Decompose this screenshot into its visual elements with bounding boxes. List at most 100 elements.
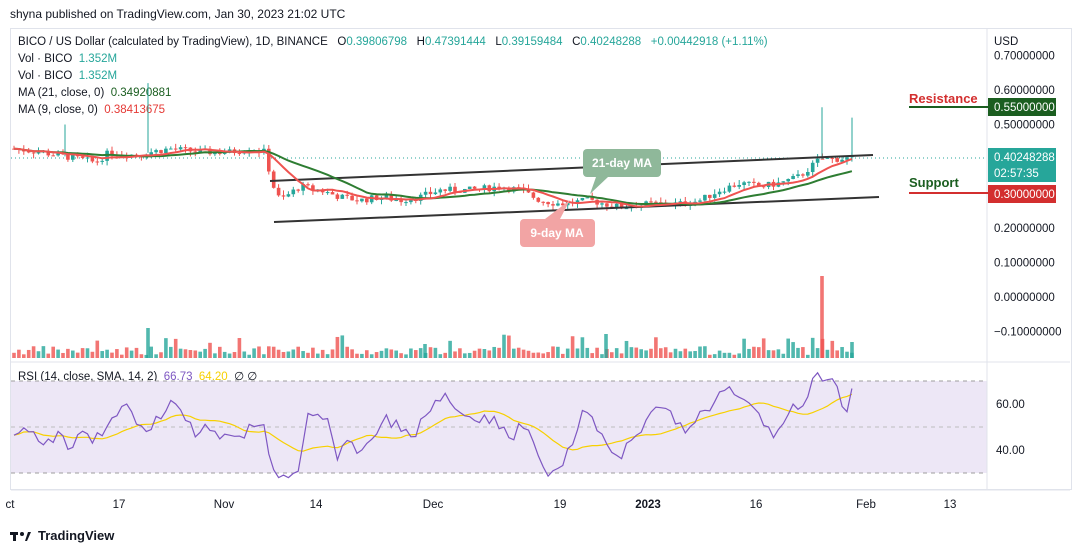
volume-bar: [698, 346, 702, 358]
volume-bar: [815, 348, 820, 358]
rsi-legend: RSI (14, close, SMA, 14, 2) 66.73 64.20 …: [18, 369, 257, 383]
volume-bar: [766, 350, 771, 358]
volume-bar: [516, 347, 521, 358]
candle-body: [624, 208, 629, 210]
volume-bar: [213, 353, 217, 358]
publisher-line: shyna published on TradingView.com, Jan …: [10, 7, 346, 21]
volume-bar: [100, 351, 104, 358]
volume-bar: [570, 336, 575, 358]
candle-body: [649, 201, 653, 203]
volume-bar: [22, 354, 26, 358]
volume-bar: [453, 351, 457, 358]
candle-body: [727, 185, 732, 192]
volume-bar: [521, 349, 526, 358]
volume-bar: [232, 352, 237, 358]
candle-body: [438, 189, 443, 193]
candle-body: [708, 194, 712, 198]
candle-body: [801, 174, 805, 176]
volume-bar: [443, 352, 447, 358]
volume-bar: [267, 346, 271, 358]
candle-body: [423, 191, 428, 195]
candle-body: [183, 147, 188, 149]
candle-body: [71, 154, 75, 160]
volume-bar: [399, 353, 403, 358]
ma9-callout-text: 9-day MA: [530, 226, 584, 240]
volume-bar: [619, 353, 624, 358]
ma9-row: MA (9, close, 0) 0.38413675: [18, 102, 768, 119]
candle-body: [815, 158, 820, 163]
candle-body: [267, 148, 271, 172]
candle-body: [80, 156, 85, 158]
candle-body: [404, 202, 408, 204]
candle-body: [541, 201, 545, 203]
volume-bar: [389, 349, 394, 358]
volume-bar: [673, 348, 678, 358]
price-axis-ticks: 0.70000000 0.60000000 0.50000000 0.20000000…: [994, 51, 1061, 339]
time-tick: 16: [750, 499, 763, 511]
volume-bar: [320, 349, 325, 358]
candle-body: [355, 200, 359, 202]
candle-body: [796, 174, 800, 177]
volume-bar: [580, 337, 585, 358]
candle-body: [399, 200, 403, 203]
volume-bar: [761, 338, 766, 358]
low-value: 0.39159484: [501, 36, 563, 48]
candle-body: [467, 186, 472, 189]
candle-body: [482, 185, 487, 189]
volume-bar: [379, 350, 384, 358]
volume-bar: [178, 348, 183, 358]
volume-bar: [659, 348, 663, 358]
ma9-callout: 9-day MA: [520, 200, 595, 247]
candle-body: [384, 195, 389, 198]
candle-body: [296, 189, 300, 191]
ma21-callout-text: 21-day MA: [592, 156, 652, 170]
candle-body: [526, 189, 531, 193]
volume-bar: [845, 351, 849, 358]
volume-bar: [335, 336, 340, 358]
footer-brand[interactable]: TradingView: [10, 528, 114, 543]
volume-bar: [149, 346, 153, 358]
candle-body: [835, 158, 839, 162]
volume-bar: [414, 350, 418, 358]
candle-body: [46, 151, 51, 156]
volume-bar: [36, 351, 41, 358]
volume-bar: [438, 354, 443, 358]
volume-bar: [477, 348, 482, 358]
candle-body: [100, 160, 104, 162]
candle-body: [747, 181, 751, 183]
rsi-sma-value: 64.20: [198, 371, 228, 383]
volume-bar: [531, 352, 536, 358]
volume-bar: [26, 349, 31, 358]
volume-bar: [776, 349, 781, 358]
volume-bar: [487, 350, 492, 358]
volume-bar: [173, 338, 178, 358]
volume-bar: [585, 347, 590, 358]
volume-bar: [507, 335, 511, 358]
price-tick: 0.00000000: [994, 292, 1055, 304]
volume-spike: [146, 328, 150, 358]
volume-bar: [134, 347, 139, 358]
volume-bar: [56, 349, 60, 358]
volume-bar: [330, 349, 335, 358]
candlesticks: [12, 83, 854, 212]
candle-body: [678, 201, 683, 203]
candle-body: [443, 189, 447, 191]
current-price-tag: [988, 148, 1056, 182]
volume-bar: [600, 354, 604, 358]
candle-body: [737, 185, 741, 187]
volume-bar: [418, 348, 423, 358]
candle-body: [605, 203, 609, 207]
candle-body: [178, 147, 183, 150]
candle-body: [712, 194, 717, 198]
ma21-row: MA (21, close, 0) 0.34920881: [18, 85, 768, 102]
candle-body: [173, 148, 178, 150]
change-value: +0.00442918 (+1.11%): [650, 36, 768, 48]
volume-bar: [654, 337, 658, 358]
candle-body: [752, 181, 756, 183]
volume-bar: [227, 353, 232, 358]
candle-body: [791, 176, 795, 180]
candle-body: [448, 186, 452, 191]
volume-bar: [345, 346, 349, 358]
volume-bar: [394, 350, 398, 358]
